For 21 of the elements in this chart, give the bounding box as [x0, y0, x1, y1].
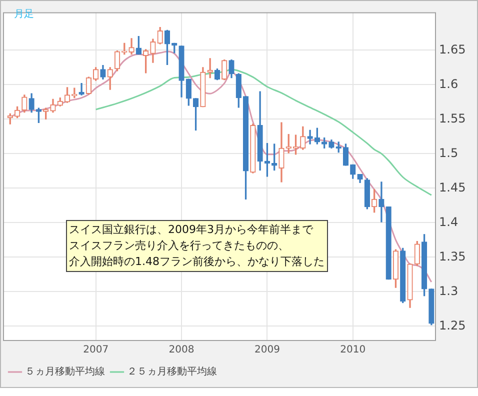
y-tick-label: 1.5 — [439, 146, 458, 160]
annotation: スイスフラン売り介入を行ってきたものの、 — [69, 238, 290, 254]
annotation: 介入開始時の1.48フラン前後から、かなり下落した — [69, 254, 324, 270]
x-tick-label: 2007 — [83, 344, 109, 356]
annotation: 月足 — [14, 8, 34, 21]
legend-label: ５ヵ月移動平均線 — [25, 366, 105, 378]
y-tick-label: 1.3 — [439, 284, 458, 298]
y-tick-label: 1.55 — [439, 111, 466, 126]
y-tick-label: 1.45 — [439, 180, 466, 194]
x-tick-label: 2008 — [168, 344, 194, 356]
x-tick-label: 2009 — [254, 344, 280, 356]
y-tick-label: 1.4 — [439, 214, 458, 229]
y-tick-label: 1.65 — [439, 42, 466, 56]
y-tick-label: 1.35 — [439, 249, 466, 264]
y-tick-label: 1.25 — [439, 318, 466, 332]
annotation: スイス国立銀行は、2009年3月から今年前半まで — [69, 222, 314, 238]
candlestick — [378, 182, 384, 222]
x-tick-label: 2010 — [340, 344, 366, 356]
y-tick-label: 1.6 — [439, 76, 458, 91]
candlestick — [307, 130, 313, 144]
legend-label: ２５ヵ月移動平均線 — [127, 366, 217, 378]
